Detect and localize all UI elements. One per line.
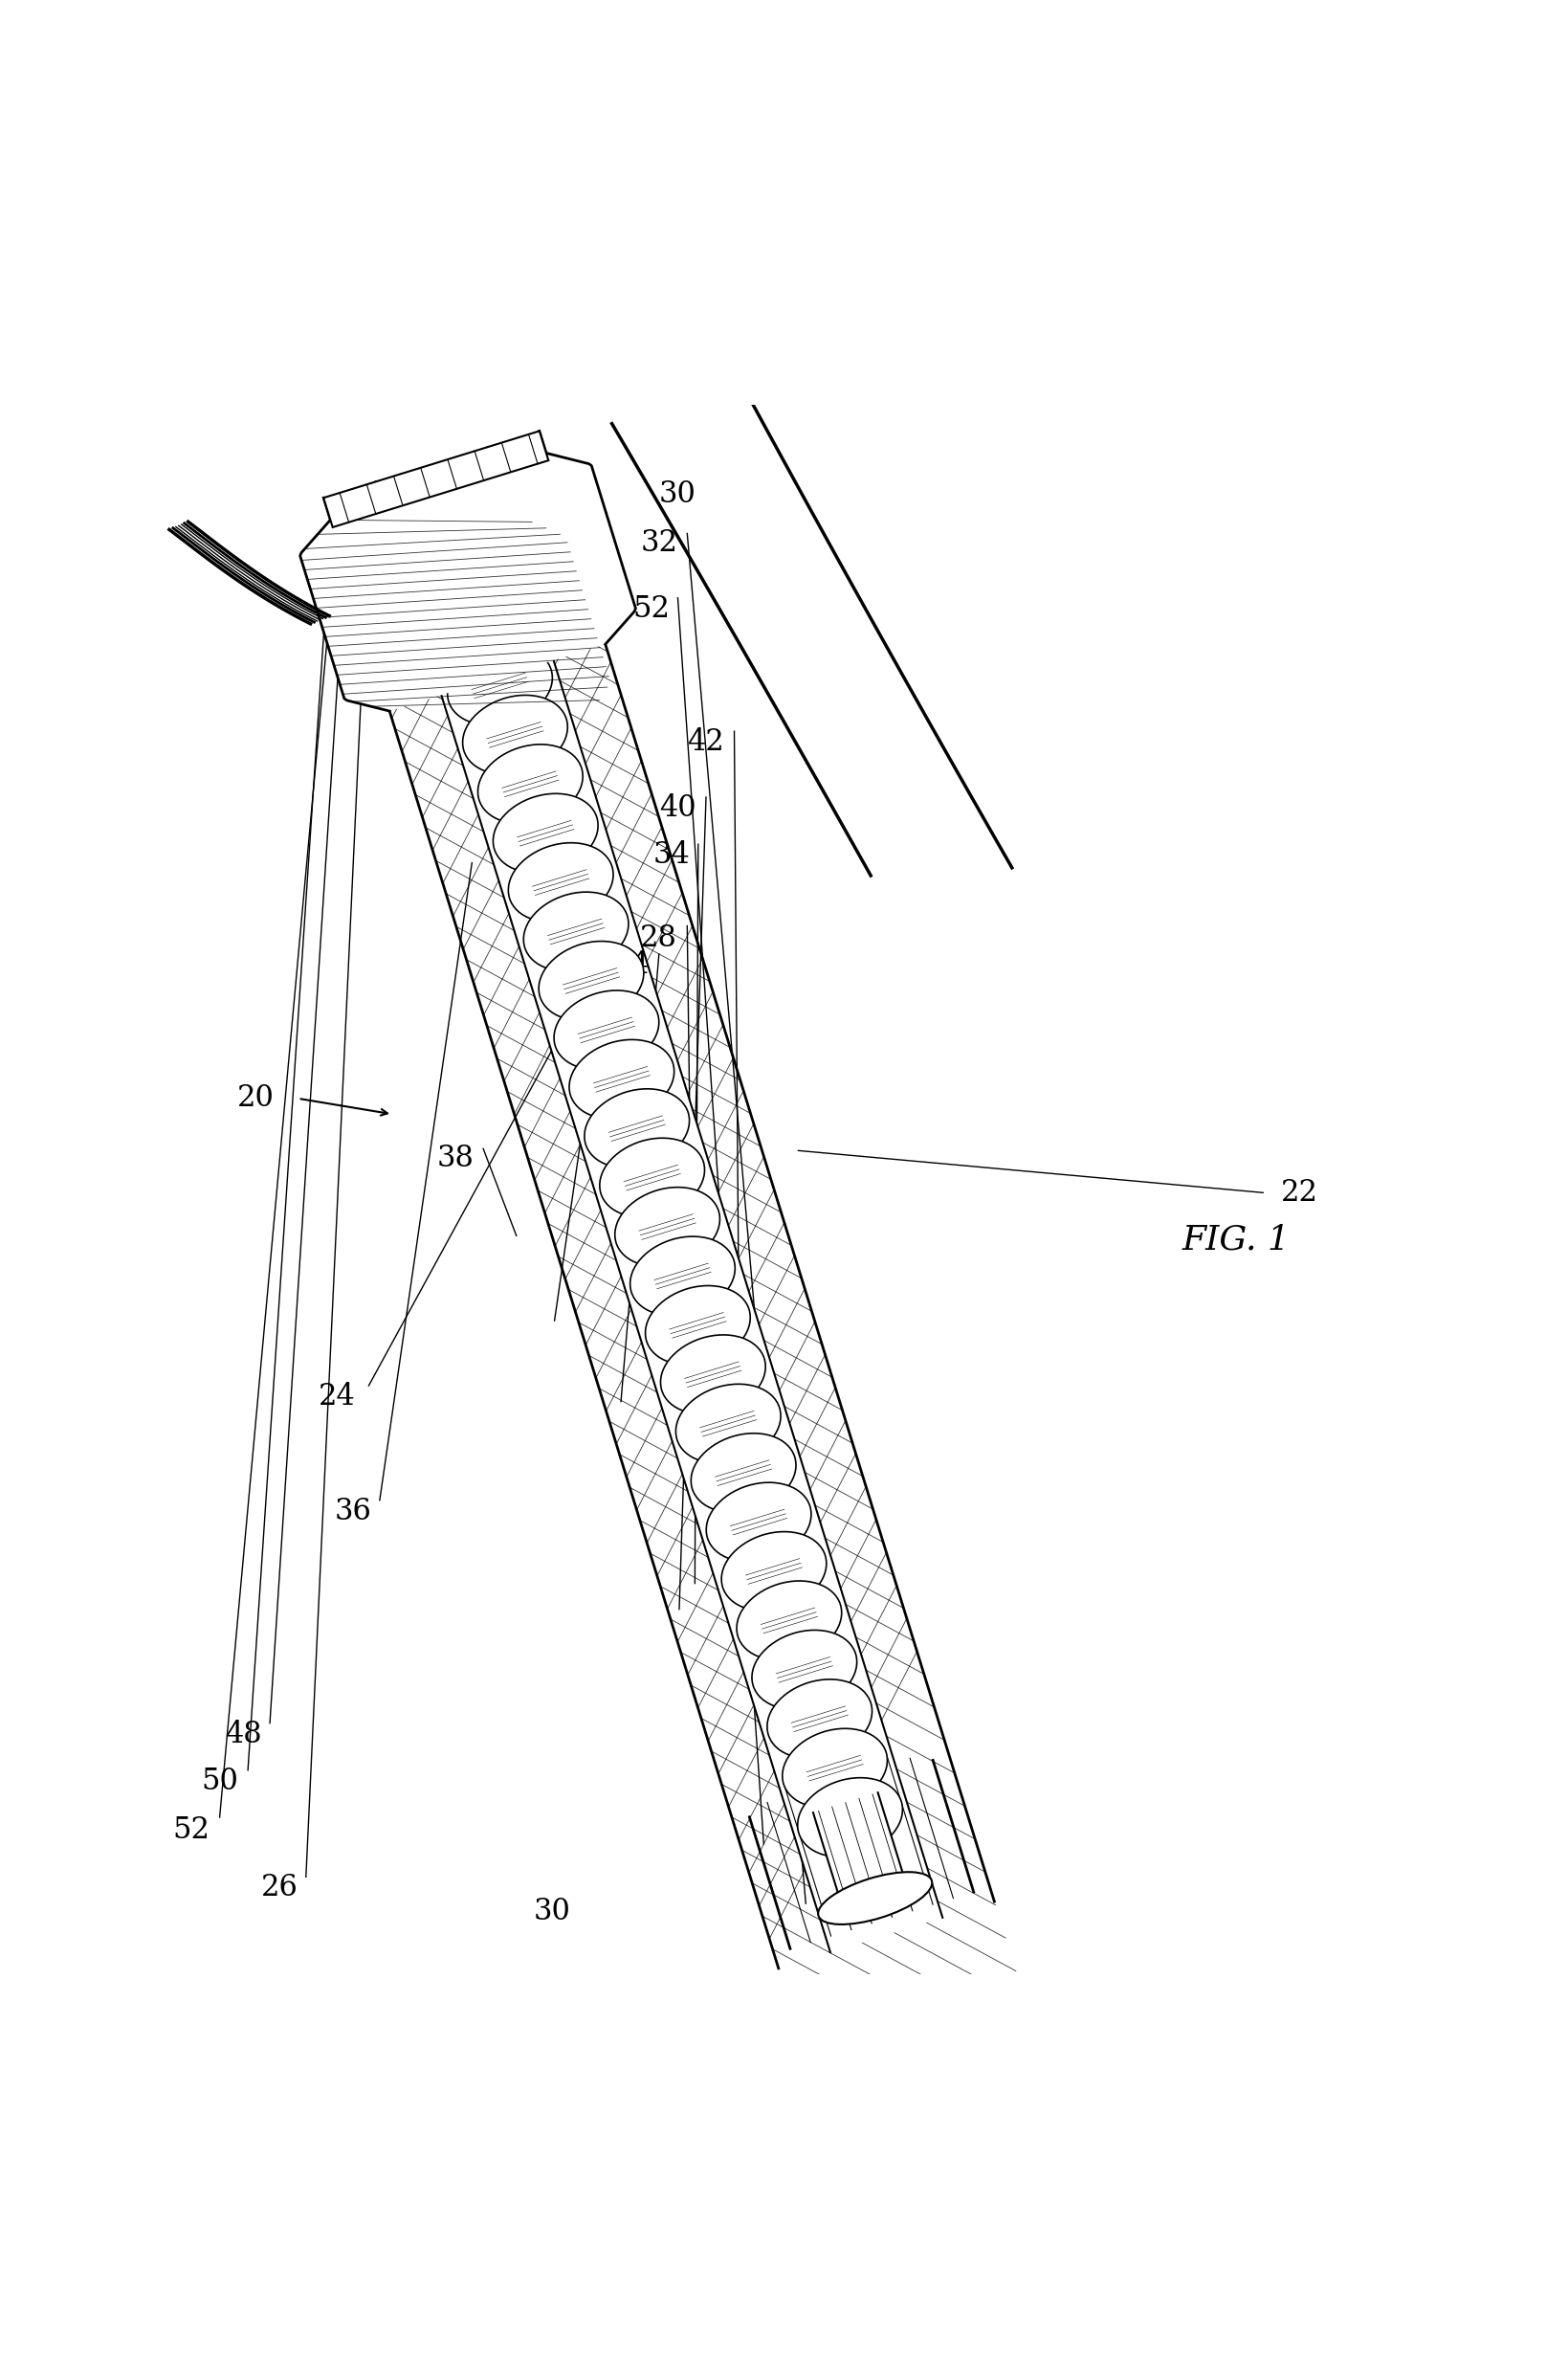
Polygon shape (375, 447, 942, 1953)
Ellipse shape (676, 1385, 781, 1463)
Text: 30: 30 (533, 1896, 571, 1927)
Text: 36: 36 (334, 1496, 372, 1525)
Text: 46: 46 (554, 997, 591, 1028)
Text: 30: 30 (659, 481, 696, 509)
Ellipse shape (721, 1532, 826, 1611)
Ellipse shape (817, 1872, 931, 1925)
Polygon shape (299, 452, 635, 711)
Ellipse shape (751, 1630, 856, 1708)
Ellipse shape (706, 1482, 811, 1561)
Polygon shape (812, 1794, 909, 1915)
Ellipse shape (660, 1335, 765, 1413)
Ellipse shape (554, 990, 659, 1071)
Text: 38: 38 (436, 1144, 474, 1173)
Text: 52: 52 (172, 1815, 210, 1844)
Ellipse shape (538, 942, 643, 1021)
Ellipse shape (447, 647, 552, 726)
Text: 32: 32 (640, 528, 677, 557)
Ellipse shape (585, 1090, 688, 1168)
Text: 50: 50 (201, 1765, 238, 1796)
Ellipse shape (524, 892, 629, 971)
Text: 48: 48 (224, 1720, 262, 1749)
Text: 22: 22 (1279, 1178, 1317, 1209)
Ellipse shape (767, 1680, 872, 1758)
Text: 24: 24 (318, 1382, 356, 1411)
Text: 52: 52 (632, 595, 670, 623)
Ellipse shape (782, 1730, 887, 1808)
Polygon shape (323, 431, 994, 1967)
Ellipse shape (615, 1187, 720, 1266)
Text: 42: 42 (687, 728, 724, 757)
Text: 40: 40 (659, 792, 696, 823)
Ellipse shape (737, 1582, 840, 1661)
Text: FIG. 1: FIG. 1 (1182, 1223, 1289, 1256)
Ellipse shape (401, 497, 506, 578)
Ellipse shape (417, 547, 522, 626)
Text: 20: 20 (237, 1085, 274, 1113)
Ellipse shape (630, 1237, 735, 1316)
Text: 34: 34 (652, 840, 690, 871)
Text: 26: 26 (260, 1872, 298, 1903)
Ellipse shape (431, 597, 536, 676)
Ellipse shape (797, 1777, 902, 1858)
Ellipse shape (463, 695, 568, 776)
Ellipse shape (644, 1285, 750, 1366)
Polygon shape (323, 431, 549, 528)
Ellipse shape (478, 745, 582, 823)
Ellipse shape (690, 1432, 795, 1513)
Ellipse shape (569, 1040, 674, 1118)
Ellipse shape (492, 795, 597, 873)
Text: 28: 28 (640, 923, 677, 954)
Ellipse shape (599, 1137, 704, 1218)
Ellipse shape (508, 842, 613, 923)
Text: 44: 44 (612, 949, 649, 980)
